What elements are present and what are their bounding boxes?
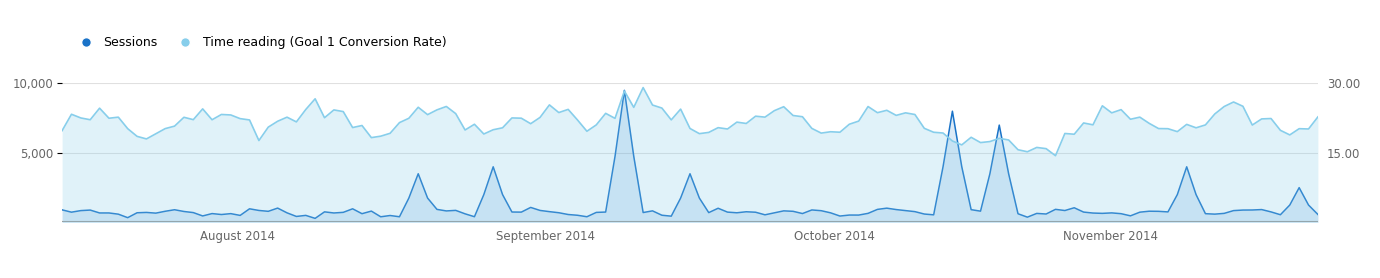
Legend: Sessions, Time reading (Goal 1 Conversion Rate): Sessions, Time reading (Goal 1 Conversio… <box>69 31 451 54</box>
